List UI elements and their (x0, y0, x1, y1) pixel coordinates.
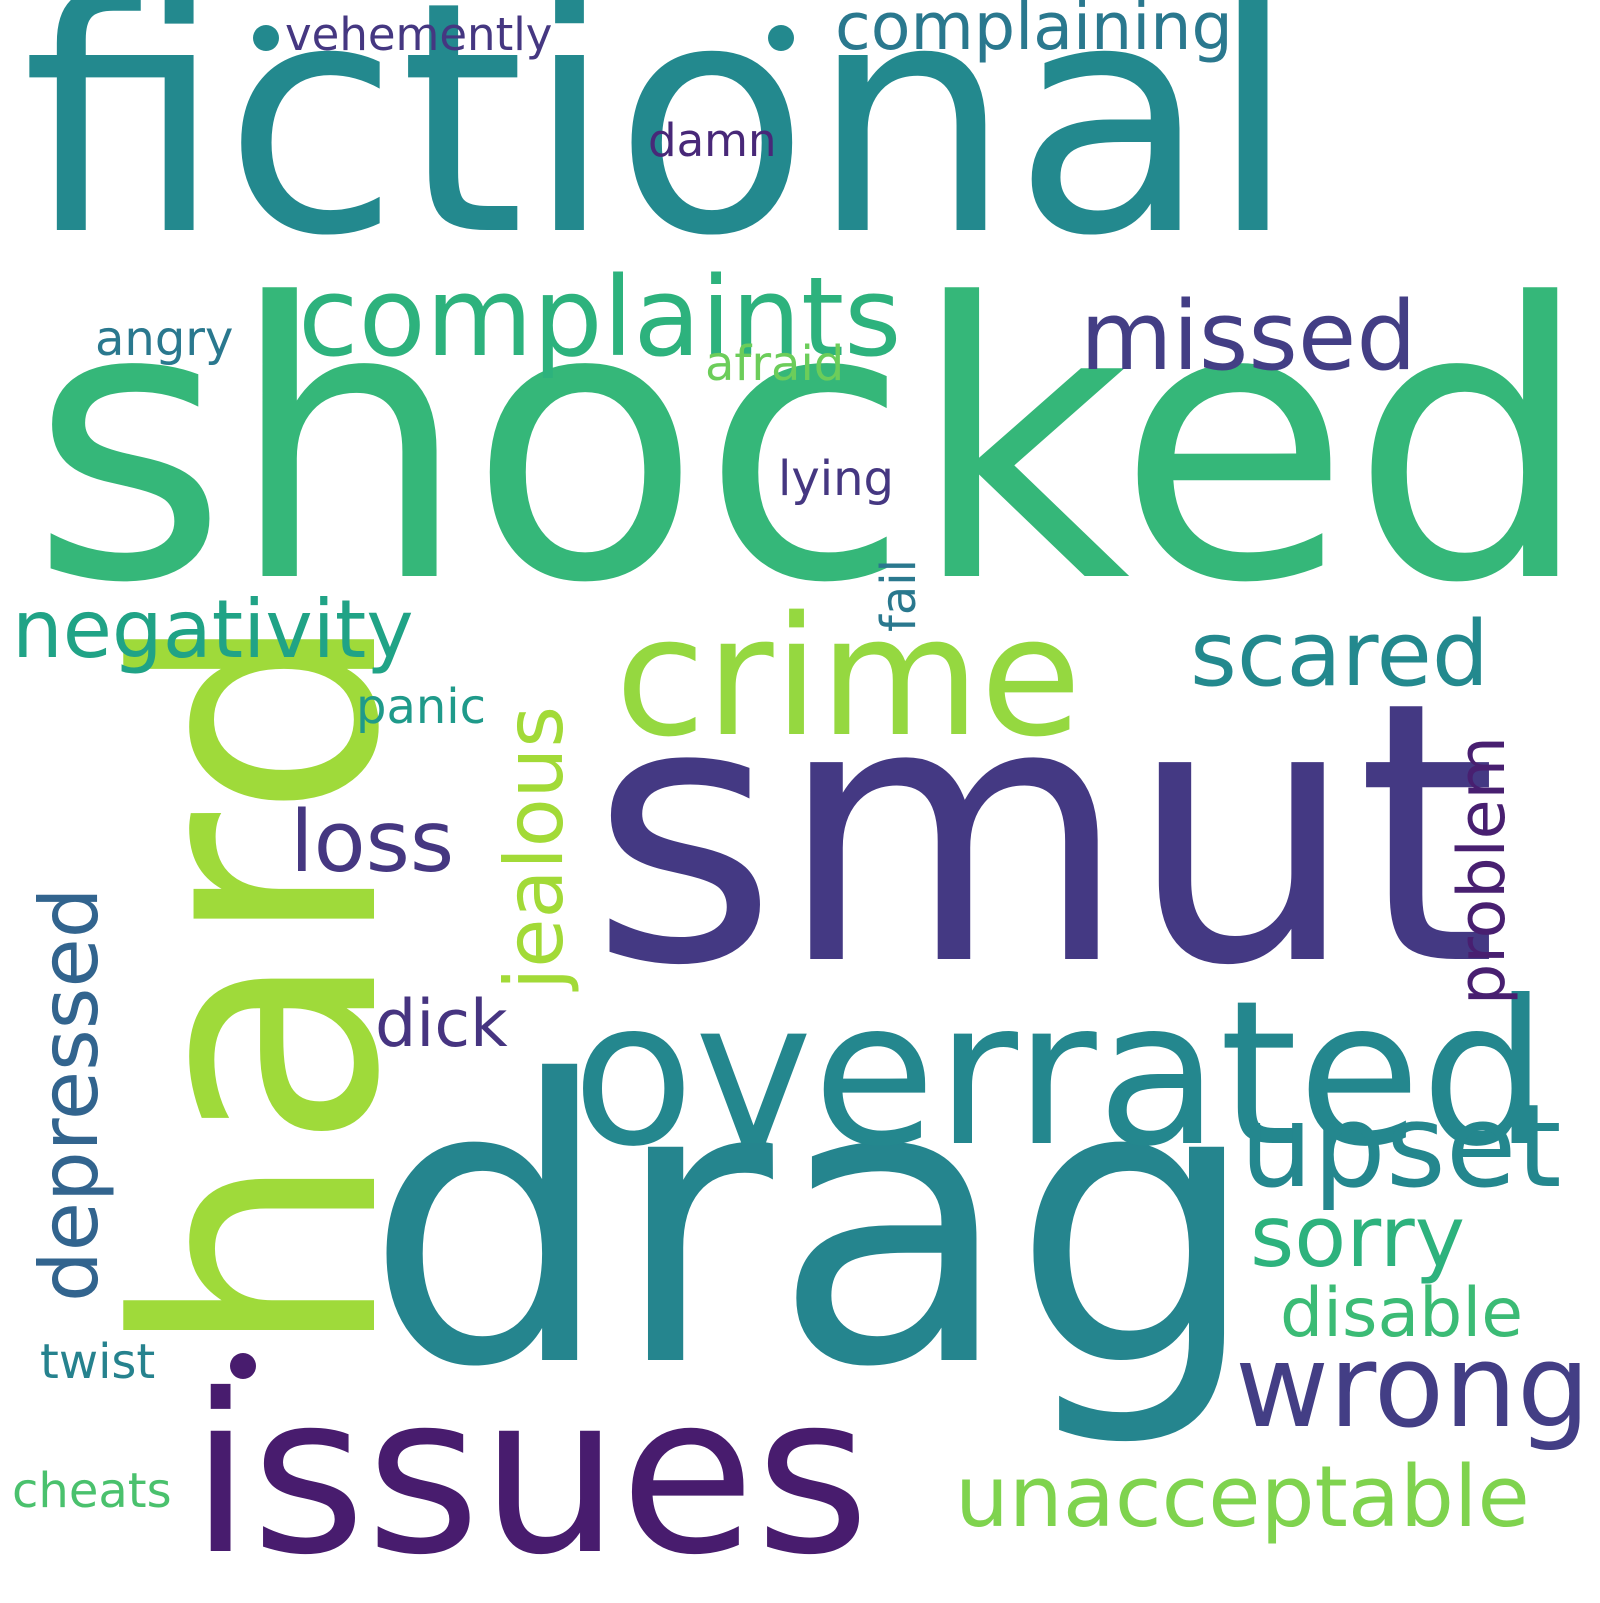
word-damn: damn (648, 114, 777, 167)
word-smut: smut (590, 625, 1498, 1044)
word-complaining: complaining (835, 0, 1233, 65)
word-negativity: negativity (12, 583, 414, 676)
word-twist: twist (40, 1334, 156, 1390)
word-cheats: cheats (12, 1463, 172, 1519)
word-fail: fail (871, 559, 927, 632)
word-panic: panic (356, 679, 487, 735)
word-vehemently: vehemently (285, 8, 553, 61)
word-lying: lying (778, 451, 894, 507)
word-loss: loss (290, 793, 455, 892)
word-dick: dick (375, 987, 508, 1062)
word-overrated: overrated (572, 958, 1548, 1191)
dot-decoration (253, 25, 279, 51)
word-scared: scared (1190, 602, 1490, 707)
word-complaints: complaints (298, 253, 902, 381)
word-unacceptable: unacceptable (955, 1448, 1530, 1547)
word-fictional: fictional (22, 0, 1298, 306)
word-wrong: wrong (1235, 1320, 1591, 1454)
word-drag: drag (365, 998, 1260, 1452)
word-problem: problem (1445, 736, 1520, 1005)
word-upset: upset (1240, 1080, 1562, 1214)
word-missed: missed (1080, 282, 1417, 392)
dot-decoration (230, 1353, 256, 1379)
dot-decoration (768, 25, 794, 51)
word-sorry: sorry (1250, 1188, 1465, 1287)
word-issues: issues (190, 1347, 870, 1603)
word-shocked: shocked (30, 223, 1592, 666)
word-angry: angry (95, 311, 234, 367)
word-afraid: afraid (705, 336, 845, 392)
word-depressed: depressed (23, 887, 116, 1303)
word-disable: disable (1280, 1274, 1524, 1353)
word-crime: crime (615, 581, 1082, 773)
word-jealous: jealous (488, 705, 581, 990)
